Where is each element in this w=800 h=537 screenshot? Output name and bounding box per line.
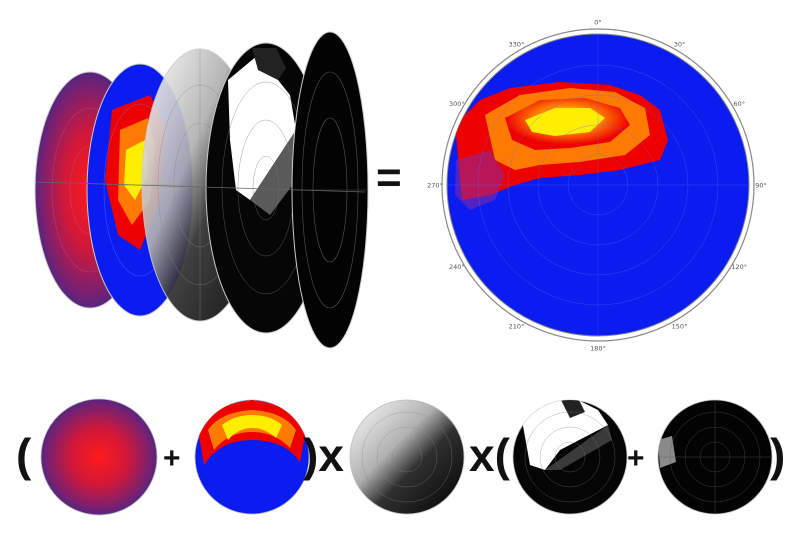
eq-disc-shade xyxy=(349,399,465,515)
plus-sign-1: + xyxy=(163,442,181,475)
times-open-paren: x( xyxy=(469,429,510,481)
eq-disc-gradient xyxy=(40,398,158,516)
equals-sign: = xyxy=(376,153,402,202)
angle-label: 120° xyxy=(731,263,747,271)
angle-label: 300° xyxy=(449,100,465,108)
close-paren-2: ) xyxy=(770,429,786,481)
bottom-equation xyxy=(40,398,773,516)
eq-disc-heatmap xyxy=(194,399,310,515)
angle-label: 180° xyxy=(590,345,606,353)
angle-label: 210° xyxy=(509,323,525,331)
result-disc: 0° 30° 60° 90° 120° 150° 180° 210° 240° 270° 300° 3… xyxy=(427,19,767,353)
result-angle-labels: 0° 30° 60° 90° 120° 150° 180° 210° 240° 270° 300° 3… xyxy=(427,19,767,353)
angle-label: 330° xyxy=(509,40,525,48)
angle-label: 150° xyxy=(672,323,688,331)
stack-axis-line xyxy=(35,181,366,193)
angle-label: 270° xyxy=(427,182,443,190)
angle-label: 60° xyxy=(733,100,745,108)
open-paren-1: ( xyxy=(16,429,32,481)
eq-disc-dark-mask xyxy=(657,399,773,515)
eq-disc-obstruction xyxy=(512,399,628,515)
angle-label: 30° xyxy=(674,40,686,48)
angle-label: 0° xyxy=(594,19,601,27)
result-heat-region xyxy=(455,82,668,210)
close-paren-times: )x xyxy=(303,429,344,481)
exploded-layer-stack xyxy=(34,31,369,349)
angle-label: 240° xyxy=(449,263,465,271)
plus-sign-2: + xyxy=(627,442,645,475)
angle-label: 90° xyxy=(755,182,767,190)
